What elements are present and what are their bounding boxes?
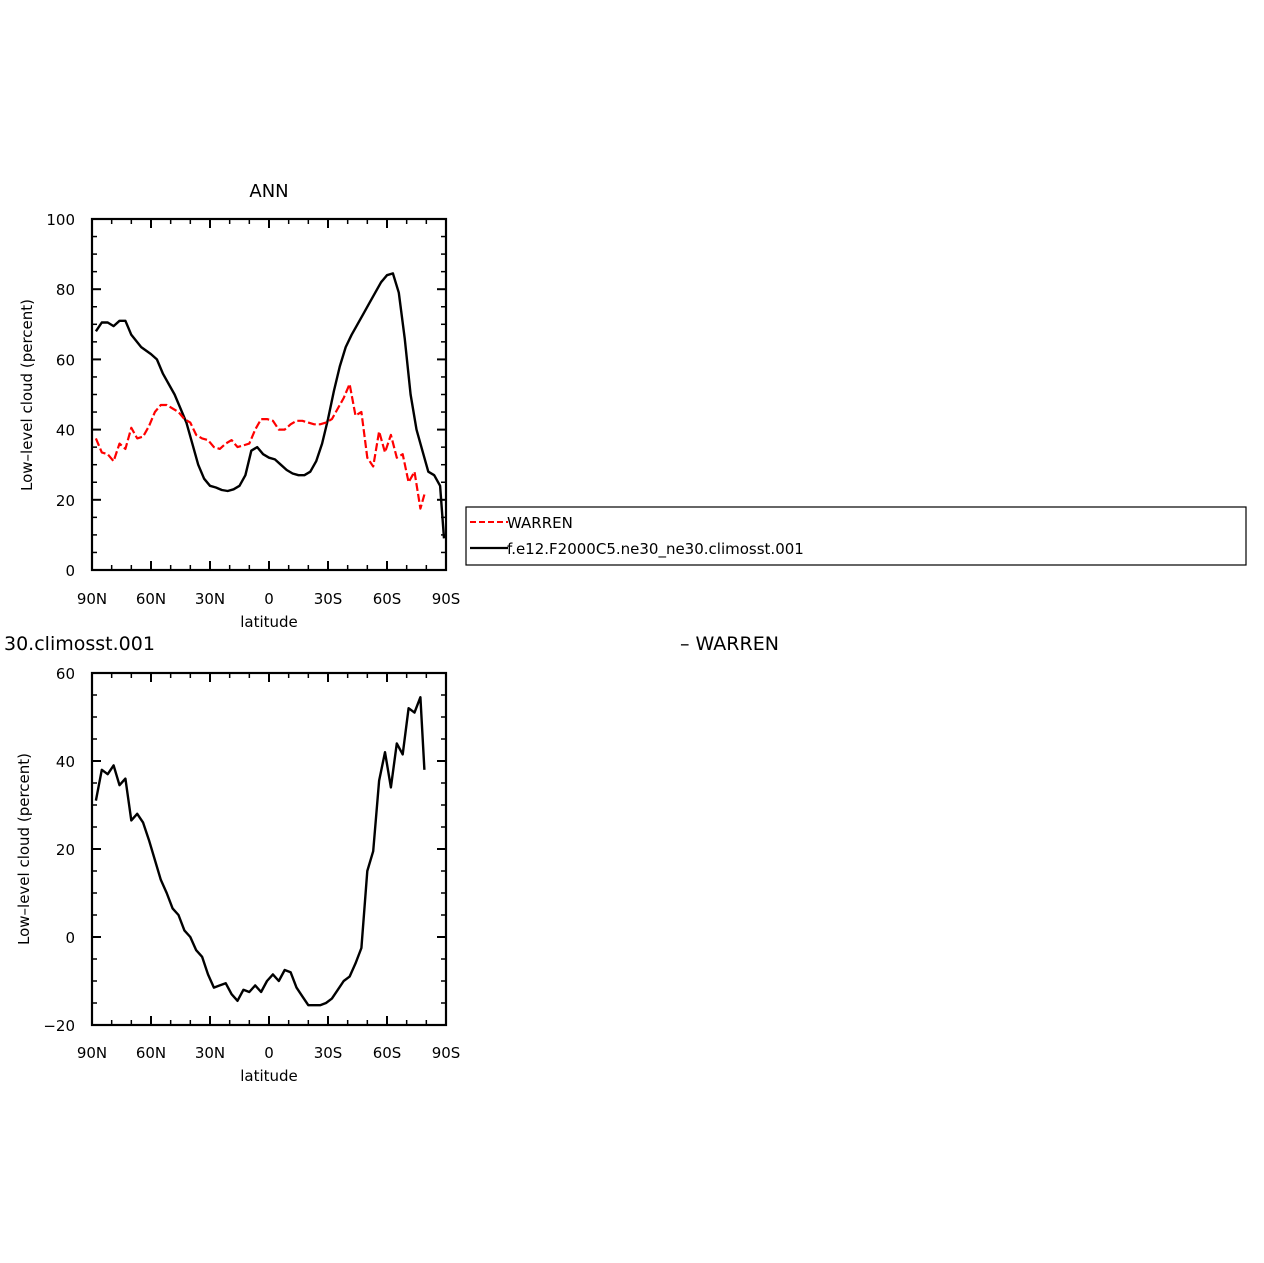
diff-title-left: 30.climosst.001 <box>4 633 155 655</box>
top-series-line-0 <box>94 272 446 539</box>
bottom-plot-frame <box>90 671 448 1027</box>
bottom-series-line-0 <box>94 696 426 1007</box>
bottom-x-tick-label: 30N <box>195 1044 225 1062</box>
top-plot-frame <box>90 217 448 572</box>
legend-label-model: f.e12.F2000C5.ne30_ne30.climosst.001 <box>507 540 804 559</box>
top-x-axis-label: latitude <box>240 613 298 631</box>
bottom-x-axis-label: latitude <box>240 1067 298 1085</box>
top-y-axis-label: Low–level cloud (percent) <box>18 299 36 491</box>
top-x-tick-label: 0 <box>264 590 274 608</box>
bottom-x-ticks: 90N 60N 30N 0 30S 60S 90S <box>77 673 460 1062</box>
bottom-x-tick-label: 90S <box>432 1044 461 1062</box>
bottom-x-tick-label: 60N <box>136 1044 166 1062</box>
top-y-tick-label: 0 <box>65 562 75 580</box>
top-x-tick-label: 30S <box>314 590 343 608</box>
bottom-y-tick-label: 20 <box>56 841 75 859</box>
top-x-ticks: 90N 60N 30N 0 30S 60S 90S <box>77 219 460 608</box>
top-x-tick-label: 60S <box>373 590 402 608</box>
bottom-plot-lines <box>94 696 426 1007</box>
top-y-tick-label: 20 <box>56 492 75 510</box>
top-x-tick-label: 90S <box>432 590 461 608</box>
bottom-y-tick-label: 0 <box>65 929 75 947</box>
bottom-y-ticks: −20 0 20 40 60 <box>43 665 446 1035</box>
top-y-tick-label: 60 <box>56 351 75 369</box>
top-y-ticks: 0 20 40 60 80 100 <box>46 211 446 580</box>
bottom-y-tick-label: 40 <box>56 753 75 771</box>
legend-box <box>465 506 1247 566</box>
bottom-y-tick-label: 60 <box>56 665 75 683</box>
top-plot-lines <box>94 272 446 539</box>
legend-label-warren: WARREN <box>507 514 573 532</box>
bottom-x-tick-label: 60S <box>373 1044 402 1062</box>
top-x-tick-label: 60N <box>136 590 166 608</box>
top-series-line-1 <box>94 382 426 510</box>
bottom-x-tick-label: 90N <box>77 1044 107 1062</box>
top-panel: ANN 90N 60N 30N 0 30S 60S 90S 0 20 40 60 80 100 lat… <box>18 181 460 631</box>
top-x-tick-label: 90N <box>77 590 107 608</box>
top-y-tick-label: 40 <box>56 422 75 440</box>
legend: WARREN f.e12.F2000C5.ne30_ne30.climosst.… <box>465 506 1247 566</box>
diff-title-right: – WARREN <box>680 633 779 655</box>
bottom-x-tick-label: 30S <box>314 1044 343 1062</box>
top-y-tick-label: 100 <box>46 211 75 229</box>
top-x-tick-label: 30N <box>195 590 225 608</box>
bottom-y-axis-label: Low–level cloud (percent) <box>15 753 33 945</box>
bottom-y-tick-label: −20 <box>43 1017 75 1035</box>
top-y-tick-label: 80 <box>56 281 75 299</box>
top-chart-title: ANN <box>249 181 288 202</box>
bottom-x-tick-label: 0 <box>264 1044 274 1062</box>
